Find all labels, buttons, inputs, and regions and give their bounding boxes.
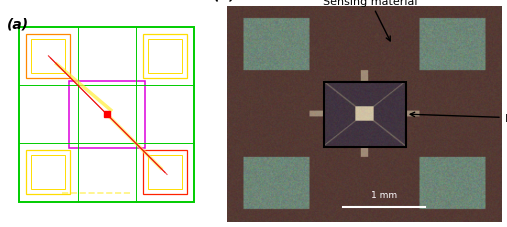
Text: Sensing material: Sensing material: [323, 0, 417, 42]
Bar: [148, 40, 182, 74]
Bar: [26, 35, 70, 79]
Bar: [31, 40, 65, 74]
Bar: [69, 81, 144, 148]
Bar: [26, 151, 70, 195]
Bar: [148, 156, 182, 190]
Bar: [323, 82, 406, 147]
Bar: [143, 35, 187, 79]
Text: 1 mm: 1 mm: [371, 190, 397, 199]
Bar: [19, 28, 194, 202]
Bar: [143, 151, 187, 195]
Text: Membrane: Membrane: [410, 113, 507, 124]
Text: (a): (a): [7, 17, 29, 31]
Bar: [31, 156, 65, 190]
Text: (b): (b): [214, 0, 236, 2]
